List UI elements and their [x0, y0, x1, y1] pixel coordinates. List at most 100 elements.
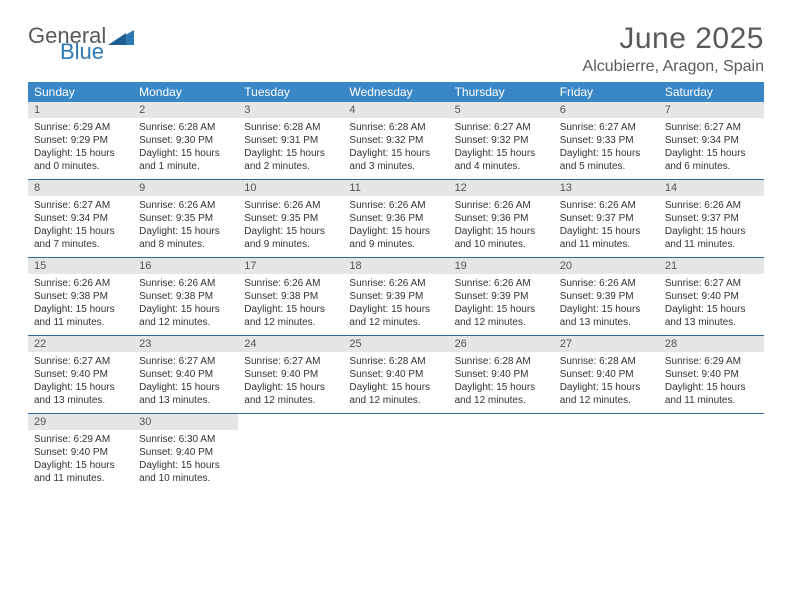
calendar-day-cell: 14Sunrise: 6:26 AMSunset: 9:37 PMDayligh…: [659, 180, 764, 258]
day-details: Sunrise: 6:28 AMSunset: 9:40 PMDaylight:…: [449, 352, 554, 413]
sunset-text: Sunset: 9:38 PM: [34, 290, 127, 303]
day-number: 7: [659, 102, 764, 118]
daylight-text: Daylight: 15 hours and 1 minute.: [139, 147, 232, 173]
sunset-text: Sunset: 9:39 PM: [560, 290, 653, 303]
day-details: Sunrise: 6:27 AMSunset: 9:40 PMDaylight:…: [238, 352, 343, 413]
calendar-week-row: 15Sunrise: 6:26 AMSunset: 9:38 PMDayligh…: [28, 258, 764, 336]
location-subtitle: Alcubierre, Aragon, Spain: [583, 58, 764, 76]
day-number: 11: [343, 180, 448, 196]
calendar-day-cell: 11Sunrise: 6:26 AMSunset: 9:36 PMDayligh…: [343, 180, 448, 258]
day-details: Sunrise: 6:27 AMSunset: 9:34 PMDaylight:…: [659, 118, 764, 179]
sunset-text: Sunset: 9:40 PM: [665, 290, 758, 303]
day-details: Sunrise: 6:26 AMSunset: 9:35 PMDaylight:…: [238, 196, 343, 257]
daylight-text: Daylight: 15 hours and 8 minutes.: [139, 225, 232, 251]
calendar-day-cell: 27Sunrise: 6:28 AMSunset: 9:40 PMDayligh…: [554, 336, 659, 414]
daylight-text: Daylight: 15 hours and 5 minutes.: [560, 147, 653, 173]
sunset-text: Sunset: 9:36 PM: [349, 212, 442, 225]
calendar-day-cell: 21Sunrise: 6:27 AMSunset: 9:40 PMDayligh…: [659, 258, 764, 336]
day-details: Sunrise: 6:26 AMSunset: 9:39 PMDaylight:…: [449, 274, 554, 335]
day-number: 23: [133, 336, 238, 352]
day-details: Sunrise: 6:26 AMSunset: 9:36 PMDaylight:…: [449, 196, 554, 257]
daylight-text: Daylight: 15 hours and 12 minutes.: [244, 381, 337, 407]
sunset-text: Sunset: 9:40 PM: [244, 368, 337, 381]
day-details: Sunrise: 6:26 AMSunset: 9:37 PMDaylight:…: [659, 196, 764, 257]
sunset-text: Sunset: 9:35 PM: [244, 212, 337, 225]
sunrise-text: Sunrise: 6:28 AM: [139, 121, 232, 134]
sunset-text: Sunset: 9:32 PM: [455, 134, 548, 147]
calendar-day-cell: 9Sunrise: 6:26 AMSunset: 9:35 PMDaylight…: [133, 180, 238, 258]
calendar-day-cell: [659, 414, 764, 492]
sunrise-text: Sunrise: 6:26 AM: [139, 199, 232, 212]
daylight-text: Daylight: 15 hours and 0 minutes.: [34, 147, 127, 173]
day-number: 2: [133, 102, 238, 118]
day-details: Sunrise: 6:28 AMSunset: 9:30 PMDaylight:…: [133, 118, 238, 179]
sunrise-text: Sunrise: 6:29 AM: [34, 121, 127, 134]
calendar-day-cell: 1Sunrise: 6:29 AMSunset: 9:29 PMDaylight…: [28, 102, 133, 180]
sunrise-text: Sunrise: 6:28 AM: [560, 355, 653, 368]
sunrise-text: Sunrise: 6:29 AM: [665, 355, 758, 368]
calendar-day-cell: 7Sunrise: 6:27 AMSunset: 9:34 PMDaylight…: [659, 102, 764, 180]
day-details: Sunrise: 6:29 AMSunset: 9:29 PMDaylight:…: [28, 118, 133, 179]
sunset-text: Sunset: 9:38 PM: [139, 290, 232, 303]
daylight-text: Daylight: 15 hours and 13 minutes.: [665, 303, 758, 329]
day-header: Sunday: [28, 82, 133, 102]
daylight-text: Daylight: 15 hours and 12 minutes.: [560, 381, 653, 407]
daylight-text: Daylight: 15 hours and 12 minutes.: [349, 303, 442, 329]
calendar-day-cell: 22Sunrise: 6:27 AMSunset: 9:40 PMDayligh…: [28, 336, 133, 414]
day-details: Sunrise: 6:26 AMSunset: 9:38 PMDaylight:…: [238, 274, 343, 335]
sunset-text: Sunset: 9:38 PM: [244, 290, 337, 303]
sunrise-text: Sunrise: 6:27 AM: [34, 355, 127, 368]
sunset-text: Sunset: 9:40 PM: [560, 368, 653, 381]
sunset-text: Sunset: 9:39 PM: [349, 290, 442, 303]
day-number: 10: [238, 180, 343, 196]
day-number: 17: [238, 258, 343, 274]
calendar-day-cell: 30Sunrise: 6:30 AMSunset: 9:40 PMDayligh…: [133, 414, 238, 492]
sunset-text: Sunset: 9:40 PM: [34, 368, 127, 381]
calendar-day-cell: 29Sunrise: 6:29 AMSunset: 9:40 PMDayligh…: [28, 414, 133, 492]
sunrise-text: Sunrise: 6:27 AM: [665, 277, 758, 290]
day-header: Tuesday: [238, 82, 343, 102]
calendar-week-row: 29Sunrise: 6:29 AMSunset: 9:40 PMDayligh…: [28, 414, 764, 492]
calendar-week-row: 8Sunrise: 6:27 AMSunset: 9:34 PMDaylight…: [28, 180, 764, 258]
sunrise-text: Sunrise: 6:27 AM: [34, 199, 127, 212]
calendar-day-cell: 16Sunrise: 6:26 AMSunset: 9:38 PMDayligh…: [133, 258, 238, 336]
calendar-day-cell: 12Sunrise: 6:26 AMSunset: 9:36 PMDayligh…: [449, 180, 554, 258]
calendar-day-cell: 25Sunrise: 6:28 AMSunset: 9:40 PMDayligh…: [343, 336, 448, 414]
sunrise-text: Sunrise: 6:26 AM: [349, 277, 442, 290]
day-number: 5: [449, 102, 554, 118]
sunrise-text: Sunrise: 6:26 AM: [665, 199, 758, 212]
daylight-text: Daylight: 15 hours and 13 minutes.: [560, 303, 653, 329]
calendar-day-cell: 23Sunrise: 6:27 AMSunset: 9:40 PMDayligh…: [133, 336, 238, 414]
sunrise-text: Sunrise: 6:30 AM: [139, 433, 232, 446]
sunset-text: Sunset: 9:35 PM: [139, 212, 232, 225]
daylight-text: Daylight: 15 hours and 12 minutes.: [455, 381, 548, 407]
sunrise-text: Sunrise: 6:26 AM: [244, 277, 337, 290]
sunset-text: Sunset: 9:40 PM: [139, 446, 232, 459]
calendar-day-cell: [554, 414, 659, 492]
sunrise-text: Sunrise: 6:28 AM: [455, 355, 548, 368]
calendar-day-cell: 20Sunrise: 6:26 AMSunset: 9:39 PMDayligh…: [554, 258, 659, 336]
day-header-row: Sunday Monday Tuesday Wednesday Thursday…: [28, 82, 764, 102]
calendar-day-cell: 19Sunrise: 6:26 AMSunset: 9:39 PMDayligh…: [449, 258, 554, 336]
sunrise-text: Sunrise: 6:28 AM: [349, 121, 442, 134]
sunrise-text: Sunrise: 6:27 AM: [455, 121, 548, 134]
sunset-text: Sunset: 9:34 PM: [34, 212, 127, 225]
calendar-day-cell: 24Sunrise: 6:27 AMSunset: 9:40 PMDayligh…: [238, 336, 343, 414]
day-header: Thursday: [449, 82, 554, 102]
calendar-week-row: 22Sunrise: 6:27 AMSunset: 9:40 PMDayligh…: [28, 336, 764, 414]
sunset-text: Sunset: 9:37 PM: [665, 212, 758, 225]
sunrise-text: Sunrise: 6:26 AM: [349, 199, 442, 212]
calendar-day-cell: 10Sunrise: 6:26 AMSunset: 9:35 PMDayligh…: [238, 180, 343, 258]
sunset-text: Sunset: 9:40 PM: [34, 446, 127, 459]
daylight-text: Daylight: 15 hours and 11 minutes.: [34, 303, 127, 329]
title-block: June 2025 Alcubierre, Aragon, Spain: [583, 22, 764, 76]
day-details: Sunrise: 6:26 AMSunset: 9:39 PMDaylight:…: [554, 274, 659, 335]
sunrise-text: Sunrise: 6:29 AM: [34, 433, 127, 446]
calendar-week-row: 1Sunrise: 6:29 AMSunset: 9:29 PMDaylight…: [28, 102, 764, 180]
daylight-text: Daylight: 15 hours and 11 minutes.: [665, 381, 758, 407]
sunrise-text: Sunrise: 6:26 AM: [34, 277, 127, 290]
daylight-text: Daylight: 15 hours and 12 minutes.: [244, 303, 337, 329]
sunrise-text: Sunrise: 6:26 AM: [244, 199, 337, 212]
sunset-text: Sunset: 9:33 PM: [560, 134, 653, 147]
sunrise-text: Sunrise: 6:27 AM: [665, 121, 758, 134]
